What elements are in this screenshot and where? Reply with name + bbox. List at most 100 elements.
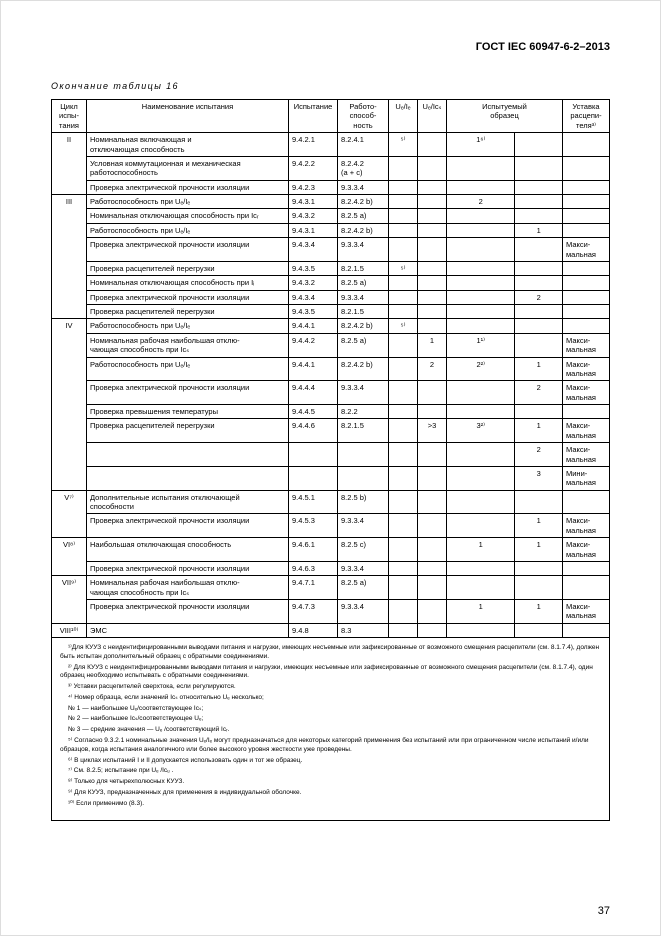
sample-2 — [515, 305, 563, 319]
test-name: Проверка превышения температуры — [87, 405, 289, 419]
sample-1: 1 — [447, 600, 515, 624]
clause-test: 9.4.4.1 — [289, 357, 338, 381]
ue-ie — [389, 623, 418, 637]
clause-work: 8.2.5 a) — [338, 209, 389, 223]
clause-work: 8.2.4.2 b) — [338, 195, 389, 209]
sample-1 — [447, 180, 515, 194]
setting — [563, 223, 610, 237]
cycle-cell: IV — [52, 319, 87, 490]
clause-test: 9.4.4.5 — [289, 405, 338, 419]
setting — [563, 156, 610, 180]
clause-test: 9.4.8 — [289, 623, 338, 637]
setting — [563, 261, 610, 275]
setting — [563, 490, 610, 514]
clause-test: 9.4.2.2 — [289, 156, 338, 180]
clause-work: 8.2.4.2 b) — [338, 319, 389, 333]
sample-2 — [515, 276, 563, 290]
footnote-line: ¹⁾Для КУУЗ с неидентифицированными вывод… — [60, 644, 601, 662]
setting — [563, 319, 610, 333]
ue-ics — [418, 576, 447, 600]
test-name: Номинальная рабочая наибольшая отклю-чаю… — [87, 333, 289, 357]
setting — [563, 180, 610, 194]
sample-2: 2 — [515, 443, 563, 467]
clause-test: 9.4.6.1 — [289, 538, 338, 562]
ue-ics — [418, 223, 447, 237]
setting: Макси-мальная — [563, 238, 610, 262]
clause-test: 9.4.4.2 — [289, 333, 338, 357]
setting: Макси-мальная — [563, 600, 610, 624]
setting: Макси-мальная — [563, 443, 610, 467]
sample-2 — [515, 156, 563, 180]
ue-ie — [389, 223, 418, 237]
th-cycle: Цикл испы-тания — [52, 100, 87, 133]
clause-test: 9.4.3.1 — [289, 223, 338, 237]
test-name: Дополнительные испытания отключающейспос… — [87, 490, 289, 514]
sample-1 — [447, 319, 515, 333]
ue-ie — [389, 514, 418, 538]
sample-2: 1 — [515, 538, 563, 562]
footnote-line: ¹⁰⁾ Если применимо (8.3). — [60, 800, 601, 809]
footnote-line: ⁷⁾ См. 8.2.5; испытание при Uₑ /Icᵤ . — [60, 767, 601, 776]
clause-work: 9.3.3.4 — [338, 600, 389, 624]
test-name — [87, 466, 289, 490]
clause-work: 8.2.5 a) — [338, 333, 389, 357]
footnote-line: ²⁾ Для КУУЗ с неидентифицированными выво… — [60, 664, 601, 682]
ue-ics: 1 — [418, 333, 447, 357]
clause-test: 9.4.4.6 — [289, 419, 338, 443]
ue-ie — [389, 419, 418, 443]
ue-ics — [418, 209, 447, 223]
ue-ics — [418, 261, 447, 275]
clause-work: 8.2.4.2 b) — [338, 223, 389, 237]
ue-ics — [418, 133, 447, 157]
ue-ie — [389, 538, 418, 562]
sample-2 — [515, 180, 563, 194]
ue-ie — [389, 156, 418, 180]
test-name: Номинальная включающая иотключающая спос… — [87, 133, 289, 157]
clause-work: 9.3.3.4 — [338, 561, 389, 575]
clause-test — [289, 443, 338, 467]
ue-ie — [389, 381, 418, 405]
ue-ie: ⁵⁾ — [389, 133, 418, 157]
clause-work: 9.3.3.4 — [338, 180, 389, 194]
sample-2 — [515, 133, 563, 157]
clause-work: 9.3.3.4 — [338, 290, 389, 304]
ue-ie — [389, 466, 418, 490]
ue-ics — [418, 238, 447, 262]
th-sample: Испытуемыйобразец — [447, 100, 563, 133]
setting — [563, 209, 610, 223]
ue-ie — [389, 305, 418, 319]
th-name: Наименование испытания — [87, 100, 289, 133]
clause-test: 9.4.7.3 — [289, 600, 338, 624]
cycle-cell: II — [52, 133, 87, 195]
sample-2 — [515, 405, 563, 419]
clause-test: 9.4.4.1 — [289, 319, 338, 333]
ue-ics — [418, 490, 447, 514]
test-name: Проверка электрической прочности изоляци… — [87, 180, 289, 194]
sample-2: 1 — [515, 357, 563, 381]
sample-1 — [447, 405, 515, 419]
sample-1 — [447, 223, 515, 237]
test-name: Номинальная отключающая способность при … — [87, 209, 289, 223]
footnote-line: ⁴⁾ Номер образца, если значений Icₛ отно… — [60, 694, 601, 703]
test-name: Проверка электрической прочности изоляци… — [87, 290, 289, 304]
th-setting: Уставкарасцепи-теля³⁾ — [563, 100, 610, 133]
footnote-line: № 3 — средние значения — Uₑ /соответству… — [60, 726, 601, 735]
clause-work — [338, 466, 389, 490]
test-name: Работоспособность при Uₑ/Iₑ — [87, 357, 289, 381]
clause-work: 8.2.4.2(a + c) — [338, 156, 389, 180]
setting — [563, 561, 610, 575]
clause-test: 9.4.3.2 — [289, 209, 338, 223]
sample-1 — [447, 261, 515, 275]
ue-ics — [418, 195, 447, 209]
setting: Макси-мальная — [563, 357, 610, 381]
ue-ie — [389, 238, 418, 262]
ue-ics — [418, 405, 447, 419]
clause-work: 8.2.2 — [338, 405, 389, 419]
sample-2 — [515, 576, 563, 600]
test-name: Работоспособность при Uₑ/Iₑ — [87, 319, 289, 333]
sample-2 — [515, 623, 563, 637]
test-name: Наибольшая отключающая способность — [87, 538, 289, 562]
setting: Мини-мальная — [563, 466, 610, 490]
ue-ie — [389, 443, 418, 467]
sample-2: 3 — [515, 466, 563, 490]
